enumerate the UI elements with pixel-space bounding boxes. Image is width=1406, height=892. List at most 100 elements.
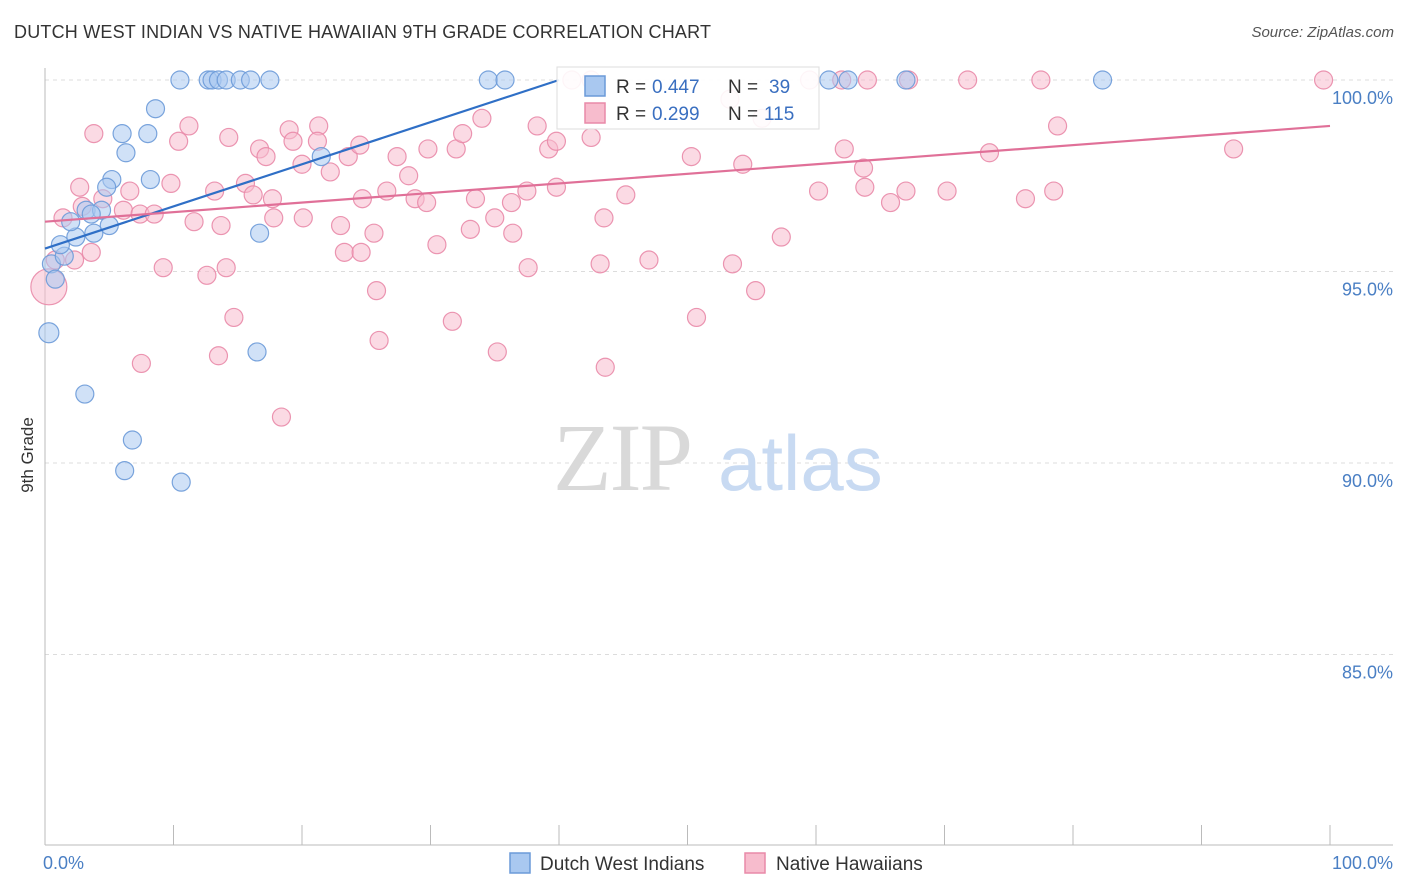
y-axis-label: 9th Grade xyxy=(18,417,37,493)
data-point xyxy=(249,223,270,243)
data-point xyxy=(896,70,916,90)
stats-r-value-blue: 0.447 xyxy=(652,77,700,98)
data-point xyxy=(70,177,90,197)
data-point xyxy=(485,208,505,228)
data-point xyxy=(518,258,538,278)
data-point xyxy=(145,99,166,119)
data-point xyxy=(546,131,567,151)
data-point xyxy=(84,124,104,144)
chart-title: DUTCH WEST INDIAN VS NATIVE HAWAIIAN 9TH… xyxy=(14,22,712,42)
legend-label-native-hawaiians[interactable]: Native Hawaiians xyxy=(776,854,923,875)
y-tick-label: 100.0% xyxy=(1332,88,1393,108)
data-point xyxy=(224,307,244,328)
data-point xyxy=(208,346,229,366)
data-point xyxy=(81,204,101,224)
stats-n-label-pink: N = xyxy=(728,104,763,125)
data-point xyxy=(427,235,447,255)
x-tick-label-right: 100.0% xyxy=(1332,853,1393,873)
y-tick-label: 85.0% xyxy=(1342,663,1393,683)
stats-r-label-blue: R = xyxy=(616,77,651,98)
data-point xyxy=(153,258,173,278)
data-point xyxy=(61,212,81,232)
data-point xyxy=(855,177,875,197)
data-point xyxy=(465,189,486,209)
data-point xyxy=(122,430,142,450)
data-point xyxy=(161,173,181,194)
data-point xyxy=(115,461,135,481)
data-point xyxy=(247,342,267,362)
series-dutch-west-indians xyxy=(38,70,1113,492)
data-point xyxy=(1015,189,1036,209)
data-point xyxy=(958,70,978,90)
stats-r-value-pink: 0.299 xyxy=(652,104,700,125)
data-point xyxy=(595,357,615,377)
data-point xyxy=(293,208,313,228)
grid-layer xyxy=(45,79,1393,655)
stats-n-label-blue: N = xyxy=(728,77,763,98)
data-point xyxy=(417,192,437,213)
data-point xyxy=(97,177,117,197)
data-point xyxy=(527,116,547,136)
data-point xyxy=(366,281,387,301)
data-point xyxy=(271,407,292,427)
data-point xyxy=(171,472,191,492)
legend-label-dutch-west-indians[interactable]: Dutch West Indians xyxy=(540,854,704,875)
y-tick-label: 95.0% xyxy=(1342,280,1393,300)
data-point xyxy=(197,265,217,285)
stats-swatch-pink xyxy=(584,102,606,124)
bottom-legend: Dutch West Indians Native Hawaiians xyxy=(509,852,923,875)
data-point xyxy=(442,311,462,331)
trend-line-native-hawaiians xyxy=(44,124,1331,223)
data-point xyxy=(460,219,480,239)
data-point xyxy=(262,189,283,209)
stats-n-value-blue: 39 xyxy=(769,77,790,98)
data-point xyxy=(219,127,239,148)
data-point xyxy=(81,242,101,262)
data-point xyxy=(746,281,766,301)
data-point xyxy=(116,143,136,163)
data-point xyxy=(834,139,854,159)
data-point xyxy=(495,70,515,90)
data-point xyxy=(590,254,610,274)
data-point xyxy=(1224,139,1244,159)
legend-swatch-native-hawaiians[interactable] xyxy=(744,852,766,874)
data-point xyxy=(808,181,829,201)
data-point xyxy=(131,353,151,374)
trend-line-dutch-west-indians xyxy=(44,78,560,250)
data-point xyxy=(857,70,878,90)
data-point xyxy=(369,330,389,351)
data-point xyxy=(771,227,791,247)
stats-legend: R = 0.447 N = 39 R = 0.299 N = 115 xyxy=(556,66,820,130)
data-point xyxy=(184,212,204,232)
data-point xyxy=(546,177,567,197)
data-point xyxy=(311,147,331,167)
data-point xyxy=(686,307,707,328)
data-point xyxy=(1092,70,1113,90)
data-point xyxy=(120,181,140,201)
data-point xyxy=(170,70,190,90)
data-point xyxy=(1047,116,1068,136)
axis-layer: 100.0% 95.0% 90.0% 85.0% xyxy=(44,68,1393,846)
data-point xyxy=(256,147,276,167)
data-point xyxy=(38,322,60,344)
data-point xyxy=(179,116,199,136)
data-point xyxy=(243,185,263,205)
legend-swatch-dutch-west-indians[interactable] xyxy=(509,852,531,874)
watermark-atlas: atlas xyxy=(718,419,883,507)
watermark: ZIP atlas xyxy=(553,404,883,511)
watermark-zip: ZIP xyxy=(553,404,691,511)
data-point xyxy=(75,384,95,404)
data-point xyxy=(330,215,351,236)
data-point xyxy=(478,70,498,90)
data-point xyxy=(112,124,132,144)
data-point xyxy=(169,131,189,151)
data-point xyxy=(418,139,438,159)
data-point xyxy=(819,70,839,90)
data-point xyxy=(681,147,701,167)
data-point xyxy=(241,70,261,90)
data-point xyxy=(501,192,522,213)
data-point xyxy=(50,235,71,255)
data-point xyxy=(1031,70,1051,90)
data-point xyxy=(351,242,371,262)
